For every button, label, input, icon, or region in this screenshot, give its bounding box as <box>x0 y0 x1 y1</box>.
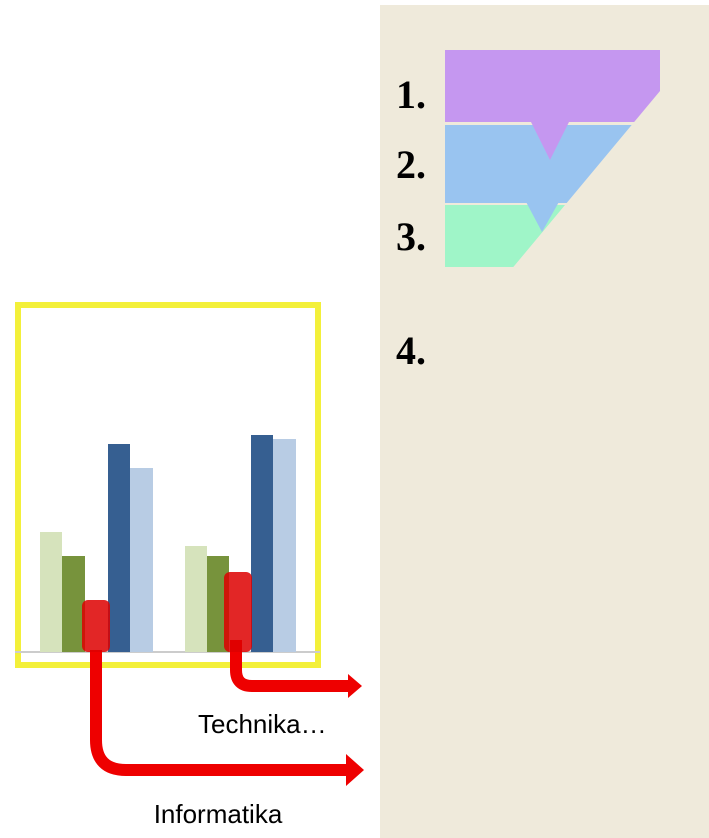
step-number: 3. <box>396 214 426 259</box>
step-number: 1. <box>396 72 426 117</box>
funnel-step <box>445 50 660 122</box>
highlight-bar <box>82 600 110 652</box>
step-number: 2. <box>396 142 426 187</box>
arrow-head <box>348 674 362 698</box>
arrow-head <box>346 754 364 786</box>
slide: 1. 2. 3. 4. Technika… Informatika <box>0 0 709 838</box>
highlight-bar <box>224 572 252 652</box>
label: Technika… <box>198 709 327 739</box>
step-number: 4. <box>396 328 426 373</box>
page: 1. 2. 3. 4. Technika… Informatika (() =>… <box>0 0 709 838</box>
label: Informatika <box>154 799 283 829</box>
